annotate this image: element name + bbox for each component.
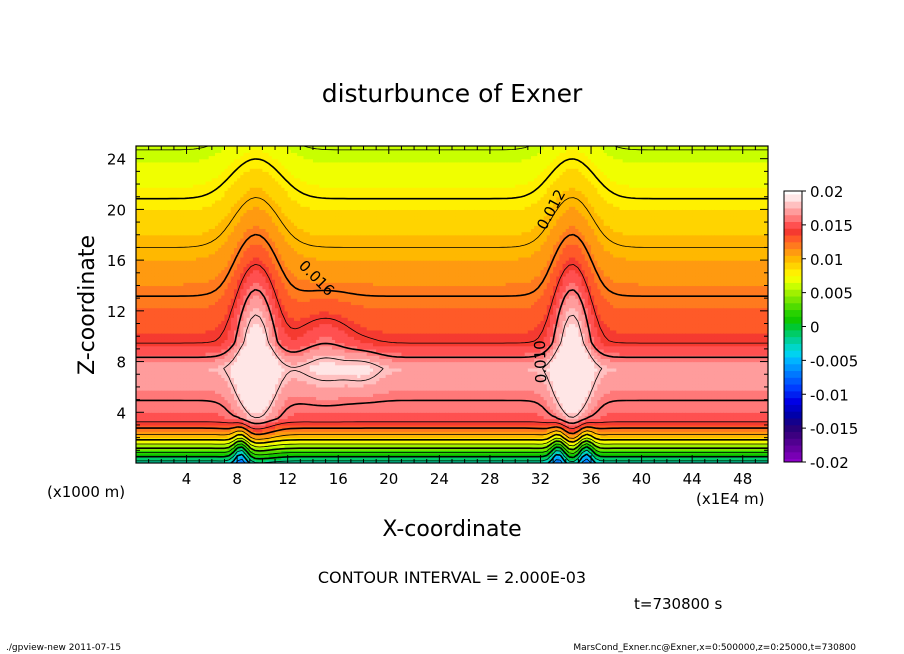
colorbar-tick-label: -0.005 — [810, 352, 858, 370]
colorbar-swatch — [784, 316, 802, 324]
contour-line — [136, 197, 768, 440]
y-axis-label: Z-coordinate — [75, 235, 100, 375]
x-unit-label: (x1E4 m) — [696, 490, 765, 508]
footer-right: MarsCond_Exner.nc@Exner,x=0:500000,z=0:2… — [573, 643, 856, 653]
contour-lines — [136, 146, 768, 463]
colorbar-swatch — [784, 323, 802, 331]
x-tick-label: 20 — [379, 470, 398, 488]
colorbar-tick-label: 0.01 — [810, 251, 843, 269]
contour-line — [136, 288, 768, 425]
colorbar-swatch — [784, 255, 802, 263]
y-axis: 4 8 12 16 20 24 — [107, 145, 768, 464]
x-tick-label: 32 — [531, 470, 550, 488]
colorbar-tick-label: 0 — [810, 319, 820, 337]
colorbar-swatch — [784, 411, 802, 419]
colorbar-swatch — [784, 275, 802, 283]
colorbar-swatch — [784, 194, 802, 202]
colorbar-swatch — [784, 438, 802, 446]
y-tick-label: 20 — [107, 201, 126, 219]
x-axis: 4 8 12 16 20 24 28 32 36 40 44 48 — [135, 146, 769, 488]
colorbar-swatch — [784, 356, 802, 365]
colorbar-swatch — [784, 397, 802, 405]
colorbar-swatch — [784, 228, 802, 236]
colorbar-swatch — [784, 458, 802, 463]
colorbar-swatch — [784, 384, 802, 392]
colorbar-swatch — [784, 309, 802, 317]
contour-label: 0.010 — [531, 340, 550, 384]
x-tick-label: 28 — [480, 470, 499, 488]
colorbar-swatch — [784, 207, 802, 216]
contour-line — [136, 443, 768, 456]
contour-interval-text: CONTOUR INTERVAL = 2.000E-03 — [318, 568, 586, 587]
colorbar-swatch — [784, 302, 802, 311]
x-tick-label: 24 — [430, 470, 449, 488]
colorbar-swatch — [784, 268, 802, 277]
colorbar-swatch — [784, 262, 802, 270]
colorbar-swatch — [784, 404, 802, 412]
contour-line — [136, 233, 768, 436]
x-tick-label: 36 — [581, 470, 600, 488]
contour-line — [136, 146, 768, 448]
x-tick-label: 16 — [329, 470, 348, 488]
y-tick-label: 16 — [107, 252, 126, 270]
colorbar-swatch — [784, 329, 802, 338]
contour-line — [136, 264, 768, 430]
colorbar-swatch — [784, 282, 802, 290]
contour-line — [136, 445, 768, 460]
colorbar-swatch — [784, 417, 802, 426]
colorbar-swatch — [784, 201, 802, 209]
y-tick-label: 8 — [116, 354, 126, 372]
colorbar-swatch — [784, 343, 802, 351]
colorbar-swatch — [784, 221, 802, 229]
x-tick-label: 4 — [182, 470, 192, 488]
contour-line — [136, 439, 768, 452]
colorbar-swatch — [784, 350, 802, 358]
time-text: t=730800 s — [634, 595, 722, 613]
colorbar-swatch — [784, 235, 802, 243]
x-tick-label: 12 — [278, 470, 297, 488]
colorbar-swatch — [784, 370, 802, 378]
colorbar-tick-label: 0.015 — [810, 217, 853, 235]
plot-area — [136, 146, 768, 463]
y-tick-label: 12 — [107, 303, 126, 321]
colorbar: 0.02 0.015 0.01 0.005 0 -0.005 -0.01 -0.015 -0.0… — [783, 183, 858, 472]
colorbar-tick-label: 0.005 — [810, 285, 853, 303]
footer-left: ./gpview-new 2011-07-15 — [6, 643, 121, 653]
contour-line — [136, 158, 768, 444]
y-tick-label: 4 — [116, 404, 126, 422]
colorbar-swatch — [784, 363, 802, 372]
colorbar-swatch — [784, 296, 802, 304]
colorbar-swatch — [784, 214, 802, 222]
colorbar-swatch — [784, 336, 802, 344]
colorbar-swatch — [784, 241, 802, 250]
colorbar-swatch — [784, 390, 802, 399]
contour-line — [223, 314, 603, 419]
colorbar-swatch — [784, 445, 802, 453]
x-tick-label: 40 — [632, 470, 651, 488]
colorbar-tick-label: -0.01 — [810, 386, 849, 404]
colorbar-tick-label: -0.015 — [810, 420, 858, 438]
colorbar-swatch — [784, 289, 802, 297]
colorbar-swatch — [784, 248, 802, 256]
x-tick-label: 44 — [683, 470, 702, 488]
chart-title: disturbunce of Exner — [322, 79, 583, 108]
colorbar-tick-label: -0.02 — [810, 454, 849, 472]
x-axis-label: X-coordinate — [382, 517, 521, 542]
contour-fill — [136, 146, 768, 463]
colorbar-swatch — [784, 377, 802, 385]
colorbar-swatch — [784, 424, 802, 433]
y-unit-label: (x1000 m) — [47, 483, 125, 501]
x-tick-label: 8 — [232, 470, 242, 488]
colorbar-tick-label: 0.02 — [810, 183, 843, 201]
y-tick-label: 24 — [107, 151, 126, 169]
colorbar-swatch — [784, 431, 802, 439]
colorbar-swatch — [784, 451, 802, 460]
x-tick-label: 48 — [733, 470, 752, 488]
